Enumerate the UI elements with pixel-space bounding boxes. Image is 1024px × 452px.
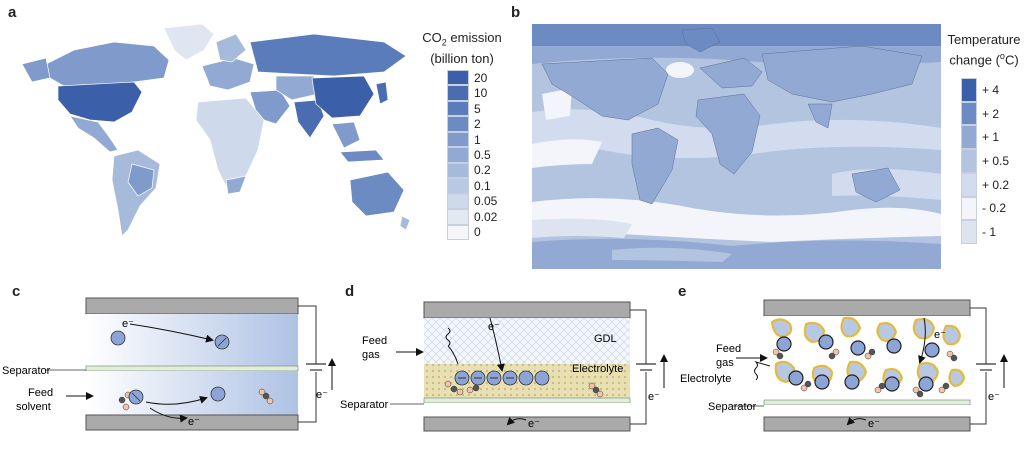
legend-label: 20 <box>474 70 488 85</box>
panel-label-c: c <box>12 283 21 300</box>
electrolyte-label-d: Electrolyte <box>572 363 623 375</box>
electron-label-top: e⁻ <box>122 318 134 330</box>
legend-color-swatch <box>961 78 977 102</box>
legend-color-swatch <box>961 172 977 197</box>
legend-label: + 1 <box>982 130 1000 145</box>
legend-color-swatch <box>447 147 469 163</box>
separator-c <box>85 365 299 372</box>
separator-label-c: Separator <box>2 365 51 377</box>
panel-label-b: b <box>511 4 521 21</box>
legend-color-swatch <box>961 196 977 221</box>
separator-label-e: Separator <box>708 401 757 413</box>
top-electrode <box>85 297 299 315</box>
legend-label: + 2 <box>982 106 1000 121</box>
legend-label: 0.02 <box>474 209 498 224</box>
legend-label: 5 <box>474 101 481 116</box>
legend-label: + 4 <box>982 82 1000 97</box>
electron-label-bottom: e⁻ <box>188 416 200 428</box>
legend-label: + 0.2 <box>982 177 1010 192</box>
electron-label-d-top: e⁻ <box>488 321 500 333</box>
diagram-c-liquid-cell: e⁻ e⁻ e⁻ Separator Feed solvent <box>2 297 336 431</box>
legend-label: 0.05 <box>474 194 498 209</box>
legend-color-swatch <box>447 162 469 179</box>
diagram-d-gas-diffusion-cell: Feed gas GDL Electrolyte Separator e⁻ e⁻… <box>340 301 668 432</box>
legend-color-swatch <box>961 101 977 126</box>
feed-label-d-2: gas <box>362 349 380 361</box>
electrolyte-label-e: Electrolyte <box>680 373 731 385</box>
electron-label-e-bottom: e⁻ <box>868 418 880 430</box>
electron-label-d-circuit: e⁻ <box>648 391 660 403</box>
legend-color-swatch <box>961 149 977 173</box>
legend-label: 10 <box>474 86 488 101</box>
legend-color-swatch <box>447 178 469 194</box>
electron-label-e-top: e⁻ <box>934 329 946 341</box>
legend-label: + 0.5 <box>982 154 1010 168</box>
separator-label-d: Separator <box>340 399 389 411</box>
legend-label: 0 <box>474 225 481 240</box>
co2-legend-colorbar <box>447 70 469 240</box>
legend-color-swatch <box>961 125 977 150</box>
legend-label: 0.1 <box>474 178 491 193</box>
legend-color-swatch <box>447 100 469 117</box>
co2-legend-title: CO2 emission (billion ton) <box>422 30 502 66</box>
legend-color-swatch <box>447 209 469 225</box>
panel-label-e: e <box>678 283 687 300</box>
legend-label: 1 <box>474 132 481 147</box>
feed-label-e-1: Feed <box>716 343 741 355</box>
temperature-change-world-map <box>532 24 941 269</box>
legend-color-swatch <box>447 193 469 210</box>
electron-label-circuit: e⁻ <box>316 389 328 401</box>
legend-label: 0.5 <box>474 148 491 162</box>
legend-color-swatch <box>447 85 469 101</box>
legend-color-swatch <box>447 70 469 86</box>
electron-label-d-bottom: e⁻ <box>528 418 540 430</box>
legend-color-swatch <box>961 220 977 244</box>
legend-label: 2 <box>474 117 481 132</box>
electron-label-e-circuit: e⁻ <box>988 391 1000 403</box>
feed-label-c-2: solvent <box>16 401 51 413</box>
temperature-legend-colorbar <box>961 78 977 244</box>
co2-emission-world-map <box>21 23 411 237</box>
feed-label-e-2: gas <box>716 357 734 369</box>
legend-color-swatch <box>447 224 469 240</box>
legend-label: - 0.2 <box>982 201 1007 216</box>
diagram-e-porous-electrode-cell: Feed gas Electrolyte Separator e⁻ e⁻ e⁻ <box>680 299 1008 432</box>
panel-label-a: a <box>8 4 17 21</box>
legend-color-swatch <box>447 131 469 148</box>
panel-label-d: d <box>345 283 355 300</box>
legend-label: - 1 <box>982 225 997 240</box>
feed-label-c-1: Feed <box>28 387 53 399</box>
feed-label-d-1: Feed <box>362 335 387 347</box>
gdl-label: GDL <box>594 333 617 345</box>
legend-color-swatch <box>447 116 469 132</box>
legend-label: 0.2 <box>474 163 491 178</box>
temperature-legend-title: Temperature change (oC) <box>947 32 1021 68</box>
